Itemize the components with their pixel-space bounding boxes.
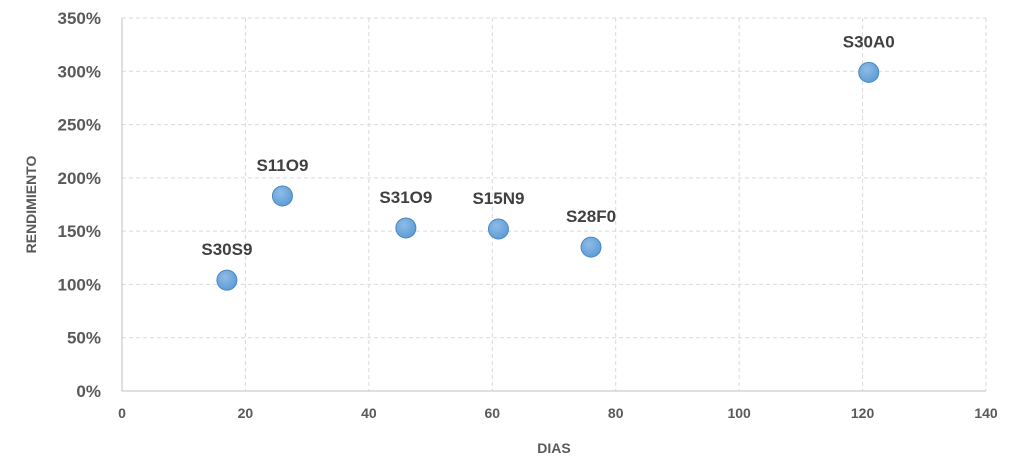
data-label-s30a0: S30A0 — [843, 32, 895, 51]
x-tick-label: 0 — [118, 405, 126, 421]
data-label-s31o9: S31O9 — [379, 188, 432, 207]
y-tick-labels: 0% 50% 100% 150% 200% 250% 300% 350% — [58, 9, 101, 401]
data-point-s30a0 — [858, 61, 880, 83]
data-point-s30s9 — [216, 269, 238, 291]
y-tick-label: 150% — [58, 222, 101, 241]
x-tick-label: 60 — [484, 405, 500, 421]
y-tick-label: 200% — [58, 169, 101, 188]
x-tick-label: 40 — [361, 405, 377, 421]
data-point-s31o9 — [395, 217, 417, 239]
y-tick-label: 100% — [58, 275, 101, 294]
data-point-s28f0 — [580, 236, 602, 258]
x-tick-label: 100 — [727, 405, 751, 421]
gridlines — [122, 17, 987, 391]
x-tick-label: 120 — [851, 405, 875, 421]
data-points: S30S9 S11O9 S31O9 S15N9 S28F0 S30A0 — [201, 32, 895, 291]
x-tick-label: 20 — [238, 405, 254, 421]
y-tick-label: 50% — [67, 329, 101, 348]
data-label-s15n9: S15N9 — [472, 189, 524, 208]
y-tick-label: 300% — [58, 62, 101, 81]
y-axis-label: RENDIMIENTO — [23, 156, 39, 254]
x-tick-label: 80 — [608, 405, 624, 421]
data-label-s30s9: S30S9 — [201, 240, 252, 259]
data-label-s11o9: S11O9 — [256, 156, 308, 175]
y-tick-label: 350% — [58, 9, 101, 28]
data-point-s11o9 — [271, 185, 293, 207]
x-tick-label: 140 — [974, 405, 998, 421]
axes — [121, 18, 986, 392]
x-axis-label: DIAS — [537, 440, 570, 456]
data-label-s28f0: S28F0 — [566, 207, 616, 226]
y-tick-label: 0% — [76, 382, 101, 401]
data-point-s15n9 — [487, 218, 509, 240]
x-tick-labels: 0 20 40 60 80 100 120 140 — [118, 405, 998, 421]
y-tick-label: 250% — [58, 116, 101, 135]
